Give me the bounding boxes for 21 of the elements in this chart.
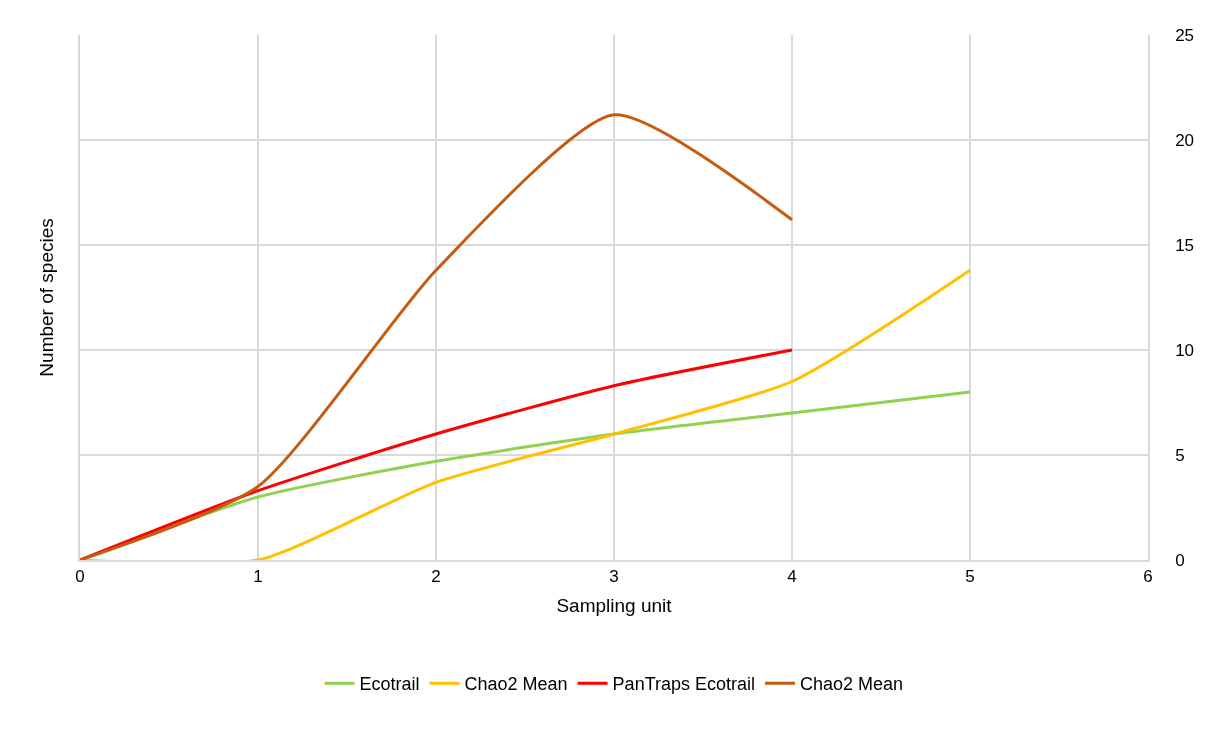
legend-label: PanTraps Ecotrail xyxy=(612,674,756,695)
x-tick-label: 1 xyxy=(253,567,263,587)
x-tick-label: 6 xyxy=(1143,567,1153,587)
x-tick-label: 2 xyxy=(431,567,441,587)
y-tick-label: 10 xyxy=(1175,340,1195,360)
x-tick-label: 5 xyxy=(965,567,975,587)
x-tick-label: 0 xyxy=(75,567,85,587)
legend-label: Chao2 Mean xyxy=(464,674,568,695)
line-series xyxy=(80,348,794,560)
line-series xyxy=(80,113,794,560)
y-tick-label: 25 xyxy=(1175,25,1195,45)
legend-label: Chao2 Mean xyxy=(800,674,904,695)
y-tick-label: 0 xyxy=(1175,550,1185,570)
x-tick-label: 4 xyxy=(787,567,797,587)
y-tick-label: 20 xyxy=(1175,130,1195,150)
y-tick-label: 15 xyxy=(1175,235,1195,255)
x-axis-title: Sampling unit xyxy=(556,595,673,617)
legend-label: Ecotrail xyxy=(359,674,420,695)
x-tick-label: 3 xyxy=(609,567,619,587)
y-axis-title: Number of species xyxy=(35,218,57,377)
y-tick-label: 5 xyxy=(1175,445,1185,465)
